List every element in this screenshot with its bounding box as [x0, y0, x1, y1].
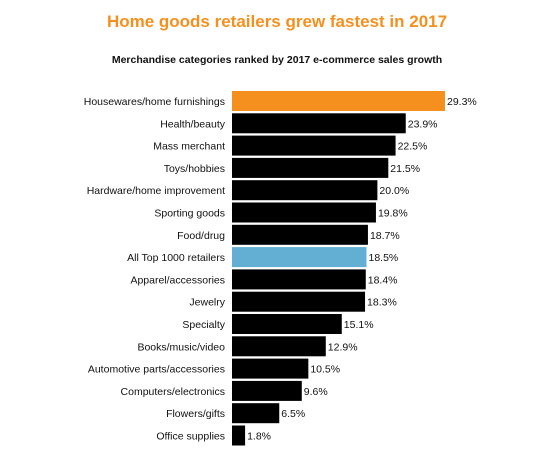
chart-subtitle: Merchandise categories ranked by 2017 e-… — [111, 54, 443, 66]
category-label-5: Sporting goods — [154, 208, 225, 220]
bar-11 — [232, 336, 326, 357]
category-label-9: Jewelry — [189, 297, 225, 309]
value-label-11: 12.9% — [328, 341, 358, 353]
value-label-3: 21.5% — [390, 163, 420, 175]
bar-14 — [232, 403, 280, 424]
category-label-0: Housewares/home furnishings — [84, 96, 225, 108]
bar-12 — [232, 358, 309, 379]
value-label-13: 9.6% — [304, 386, 328, 398]
value-label-6: 18.7% — [370, 230, 400, 242]
value-label-7: 18.5% — [368, 252, 398, 264]
bar-7 — [232, 247, 367, 268]
category-label-2: Mass merchant — [153, 141, 225, 153]
bar-6 — [232, 224, 368, 245]
bar-15 — [232, 425, 246, 446]
value-label-14: 6.5% — [281, 408, 305, 420]
category-label-13: Computers/electronics — [121, 386, 225, 398]
value-label-10: 15.1% — [344, 319, 374, 331]
category-label-6: Food/drug — [177, 230, 225, 242]
bar-2 — [232, 135, 396, 156]
bar-1 — [232, 113, 406, 134]
category-label-10: Specialty — [182, 319, 225, 331]
bar-8 — [232, 269, 366, 290]
category-label-11: Books/music/video — [137, 341, 225, 353]
value-label-1: 23.9% — [408, 118, 438, 130]
category-label-14: Flowers/gifts — [166, 408, 225, 420]
value-label-4: 20.0% — [379, 185, 409, 197]
bar-3 — [232, 157, 389, 178]
category-label-7: All Top 1000 retailers — [127, 252, 225, 264]
value-label-0: 29.3% — [447, 96, 477, 108]
value-label-15: 1.8% — [247, 431, 271, 443]
category-label-8: Apparel/accessories — [130, 274, 225, 286]
value-label-9: 18.3% — [367, 297, 397, 309]
bar-0 — [232, 91, 445, 111]
value-label-5: 19.8% — [378, 208, 408, 220]
chart-title: Home goods retailers grew fastest in 201… — [106, 12, 448, 31]
category-label-15: Office supplies — [156, 431, 225, 443]
value-label-2: 22.5% — [398, 141, 428, 153]
bar-5 — [232, 202, 376, 223]
bar-10 — [232, 314, 342, 334]
category-label-4: Hardware/home improvement — [87, 185, 225, 197]
category-label-3: Toys/hobbies — [164, 163, 225, 175]
bar-4 — [232, 180, 378, 201]
category-label-1: Health/beauty — [160, 118, 226, 130]
bar-9 — [232, 291, 366, 312]
category-label-12: Automotive parts/accessories — [88, 364, 225, 376]
value-label-8: 18.4% — [368, 274, 398, 286]
value-label-12: 10.5% — [310, 364, 340, 376]
bar-13 — [232, 380, 302, 401]
